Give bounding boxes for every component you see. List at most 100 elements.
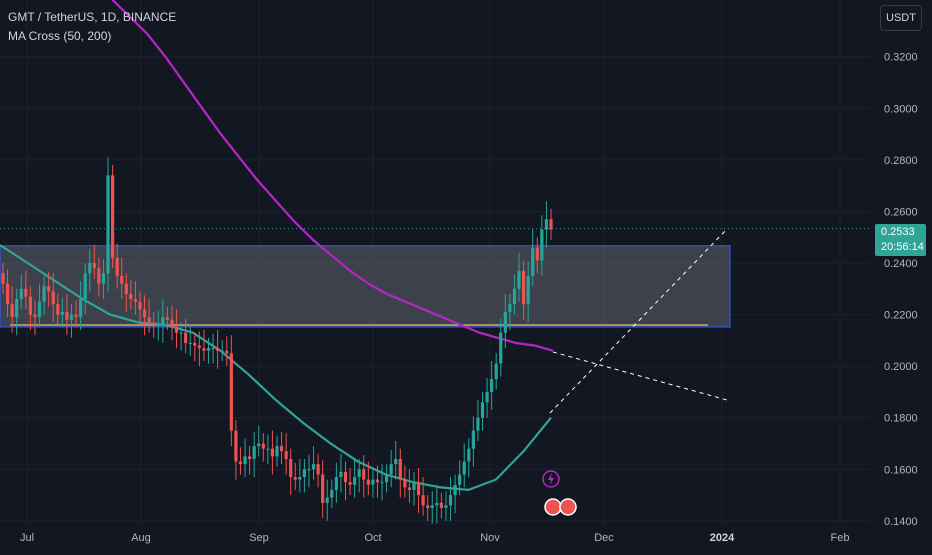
candle-body (334, 477, 338, 490)
candle-body (161, 317, 165, 325)
candle-body (129, 293, 133, 300)
candle-body (293, 477, 297, 480)
candle-body (307, 469, 311, 471)
candle-body (225, 350, 229, 354)
candle-body (184, 332, 188, 343)
candle-body (88, 263, 92, 274)
last-price-value: 0.2533 (881, 226, 915, 238)
candle-body (485, 391, 489, 403)
candle-body (416, 482, 421, 496)
candle-body (467, 448, 471, 462)
candle-body (261, 443, 265, 449)
lightning-glyph (548, 473, 554, 485)
candle-body (47, 286, 51, 292)
candle-body (362, 469, 366, 480)
candle-body (83, 273, 87, 300)
candle-body (133, 299, 138, 302)
candle-body (97, 268, 101, 284)
candle-body (179, 332, 183, 334)
indicator-title: MA Cross (50, 200) (8, 29, 112, 43)
candle-body (19, 288, 23, 300)
dividend-icon (544, 498, 562, 516)
candle-body (284, 451, 288, 459)
candle-body (56, 304, 60, 315)
candle-body (499, 332, 503, 364)
candle-body (279, 446, 284, 452)
y-tick-label: 0.2000 (884, 361, 918, 373)
candle-body (74, 314, 78, 318)
candle-body (480, 402, 485, 418)
candle-body (453, 484, 457, 496)
candle-body (111, 175, 115, 258)
candle-body (188, 342, 192, 344)
candle-body (444, 505, 448, 508)
candle-body (330, 489, 334, 498)
candle-body (174, 327, 179, 333)
candle-body (435, 502, 439, 506)
candle-body (448, 495, 453, 506)
x-tick-label: Feb (831, 532, 850, 544)
x-tick-label: Aug (131, 532, 151, 544)
ma200-line (111, 0, 554, 352)
lightning-icon (542, 470, 560, 488)
y-tick-label: 0.1800 (884, 413, 918, 425)
candle-body (266, 448, 270, 450)
candle-body (316, 464, 320, 475)
candle-body (124, 283, 128, 294)
candle-body (407, 487, 412, 490)
x-tick-label: Dec (594, 532, 614, 544)
candle-body (421, 495, 425, 506)
event-icons[interactable] (542, 470, 577, 516)
ma200-projection-line (552, 351, 728, 401)
candle-body (512, 288, 517, 305)
candle-body (101, 273, 106, 284)
y-tick-label: 0.2800 (884, 155, 918, 167)
y-tick-label: 0.2400 (884, 258, 918, 270)
x-tick-label: Oct (364, 532, 381, 544)
candle-body (206, 348, 211, 351)
candles (1, 157, 553, 524)
candle-body (106, 175, 110, 274)
candle-body (28, 296, 32, 315)
candle-body (252, 446, 256, 459)
candle-body (366, 479, 370, 485)
y-tick-label: 0.2200 (884, 310, 918, 322)
candle-body (503, 312, 507, 333)
currency-unit-button[interactable]: USDT (880, 5, 922, 31)
last-price-tag: 0.2533 20:56:14 (875, 224, 926, 256)
candle-body (10, 304, 14, 318)
x-tick-label: Sep (249, 532, 269, 544)
candle-body (193, 342, 197, 346)
x-tick-label: Jul (20, 532, 34, 544)
candle-body (549, 219, 553, 230)
candle-body (1, 273, 5, 284)
candle-body (165, 317, 169, 320)
candle-body (494, 363, 498, 380)
candle-body (375, 479, 380, 483)
y-tick-label: 0.3000 (884, 103, 918, 115)
candle-body (138, 301, 142, 310)
candle-body (238, 461, 243, 465)
candle-body (403, 479, 407, 488)
candle-body (120, 275, 124, 284)
candle-body (216, 348, 220, 351)
candle-body (394, 458, 398, 465)
candle-body (152, 322, 156, 325)
y-tick-label: 0.1400 (884, 516, 918, 528)
candle-body (398, 458, 402, 480)
candle-body (371, 479, 375, 485)
candle-body (544, 219, 549, 230)
candle-body (60, 312, 64, 315)
candle-body (458, 474, 462, 485)
candle-body (321, 474, 325, 503)
candle-body (197, 345, 201, 349)
dividend-icon (559, 498, 577, 516)
candle-body (92, 263, 96, 269)
candle-body (531, 247, 535, 276)
candle-body (275, 446, 279, 457)
y-tick-label: 0.1600 (884, 464, 918, 476)
candle-body (270, 448, 275, 457)
price-axis[interactable]: 0.3200 0.3000 0.2800 0.2600 0.2400 0.2200 0.20… (870, 0, 932, 550)
candle-body (302, 469, 306, 478)
